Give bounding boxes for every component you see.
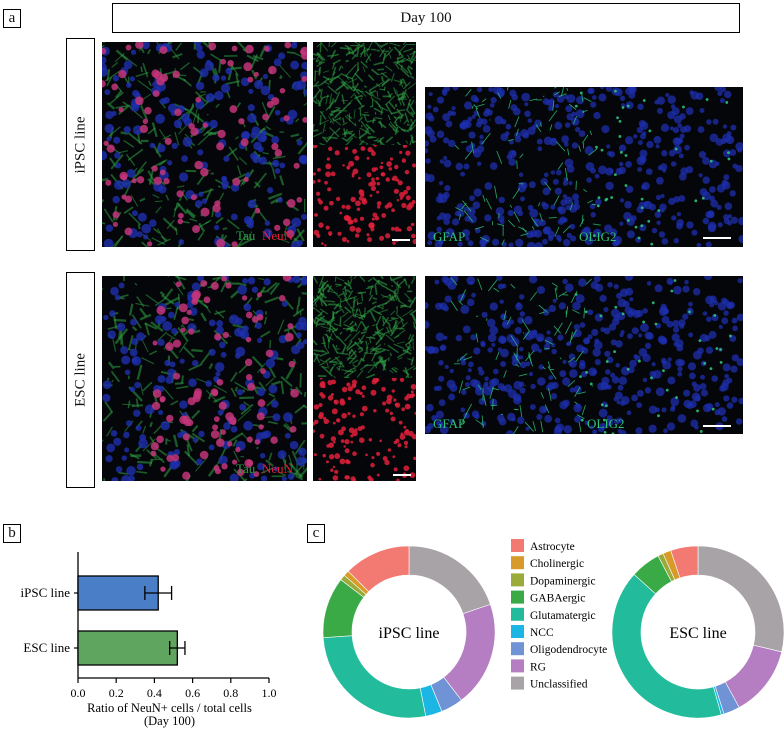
stain-label-olig2: OLIG2 [579, 229, 617, 244]
scale-bar [703, 425, 731, 427]
bar [77, 630, 178, 666]
panel-a-letter: a [3, 9, 21, 28]
legend-label: NCC [530, 627, 554, 639]
legend-label: Cholinergic [530, 558, 584, 570]
legend-swatch [511, 556, 524, 570]
micrograph-ipsc-gfap-olig2: GFAP OLIG2 [425, 87, 743, 247]
donut-center-label: iPSC line [379, 625, 440, 642]
pie-slice [611, 574, 722, 719]
row-label-ipsc-text: iPSC line [72, 115, 88, 174]
micrograph-esc-merge: Tau NeuN [102, 276, 307, 481]
micrograph-ipsc-tau [313, 42, 416, 145]
legend: Astrocyte Cholinergic Dopaminergic GABAergi… [511, 539, 607, 691]
x-tick-label: 1.0 [262, 686, 277, 700]
scale-bar [393, 474, 411, 476]
stain-label-tau: Tau [236, 228, 256, 243]
legend-swatch [511, 676, 524, 690]
stain-label-olig2: OLIG2 [587, 416, 625, 431]
scale-bar [703, 237, 731, 239]
row-label-esc-text: ESC line [72, 353, 88, 407]
legend-swatch [511, 625, 524, 638]
legend-label: Oligodendrocyte [530, 644, 607, 656]
donut-center-label: ESC line [669, 625, 726, 642]
pie-slice [670, 545, 699, 579]
category-label: iPSC line [21, 585, 71, 600]
legend-swatch [511, 573, 524, 587]
x-axis-label: Ratio of NeuN+ cells / total cells [87, 701, 252, 715]
pie-slice [347, 545, 410, 593]
micrograph-ipsc-neun [313, 145, 416, 247]
legend-label: Unclassified [530, 679, 588, 691]
category-label: ESC line [23, 640, 70, 655]
legend-label: Dopaminergic [530, 575, 596, 587]
legend-label: Glutamatergic [530, 610, 596, 622]
micrograph-ipsc-merge: Tau NeuN [102, 42, 307, 247]
x-axis-label: (Day 100) [144, 714, 195, 728]
legend-swatch [511, 659, 524, 673]
micrograph-esc-gfap-olig2: GFAP OLIG2 [425, 276, 743, 434]
micrograph-esc-neun [313, 378, 416, 481]
pie-slice [408, 545, 491, 615]
legend-swatch [511, 607, 524, 621]
x-tick-label: 0.0 [71, 686, 86, 700]
stain-label-neun: NeuN [262, 461, 294, 476]
stain-label-tau: Tau [236, 461, 256, 476]
legend-label: GABAergic [530, 593, 585, 605]
panel-b-letter: b [3, 524, 21, 543]
stain-label-gfap: GFAP [433, 229, 466, 244]
legend-label: Astrocyte [530, 541, 575, 553]
timepoint-header: Day 100 [112, 3, 740, 33]
stain-label-gfap: GFAP [433, 416, 466, 431]
x-tick-label: 0.2 [109, 686, 124, 700]
donut-charts: iPSC line ESC line Astrocyte Cholinergic D… [322, 539, 784, 719]
pie-slice [443, 603, 496, 701]
stain-label-neun: NeuN [262, 228, 294, 243]
panel-c-letter: c [307, 524, 325, 543]
legend-swatch [511, 539, 524, 552]
row-label-esc: ESC line [66, 272, 95, 488]
x-tick-label: 0.8 [223, 686, 238, 700]
bar-chart: iPSC line ESC line 0.0 0.2 0.4 0.6 0.8 1.0 Ratio… [21, 552, 277, 728]
x-tick-label: 0.4 [147, 686, 162, 700]
legend-swatch [511, 642, 524, 656]
pie-slice [322, 635, 427, 719]
scale-bar [392, 239, 410, 241]
x-tick-label: 0.6 [185, 686, 200, 700]
legend-label: RG [530, 661, 546, 673]
legend-swatch [511, 590, 524, 604]
row-label-ipsc: iPSC line [66, 38, 95, 251]
micrograph-esc-tau [313, 276, 416, 378]
